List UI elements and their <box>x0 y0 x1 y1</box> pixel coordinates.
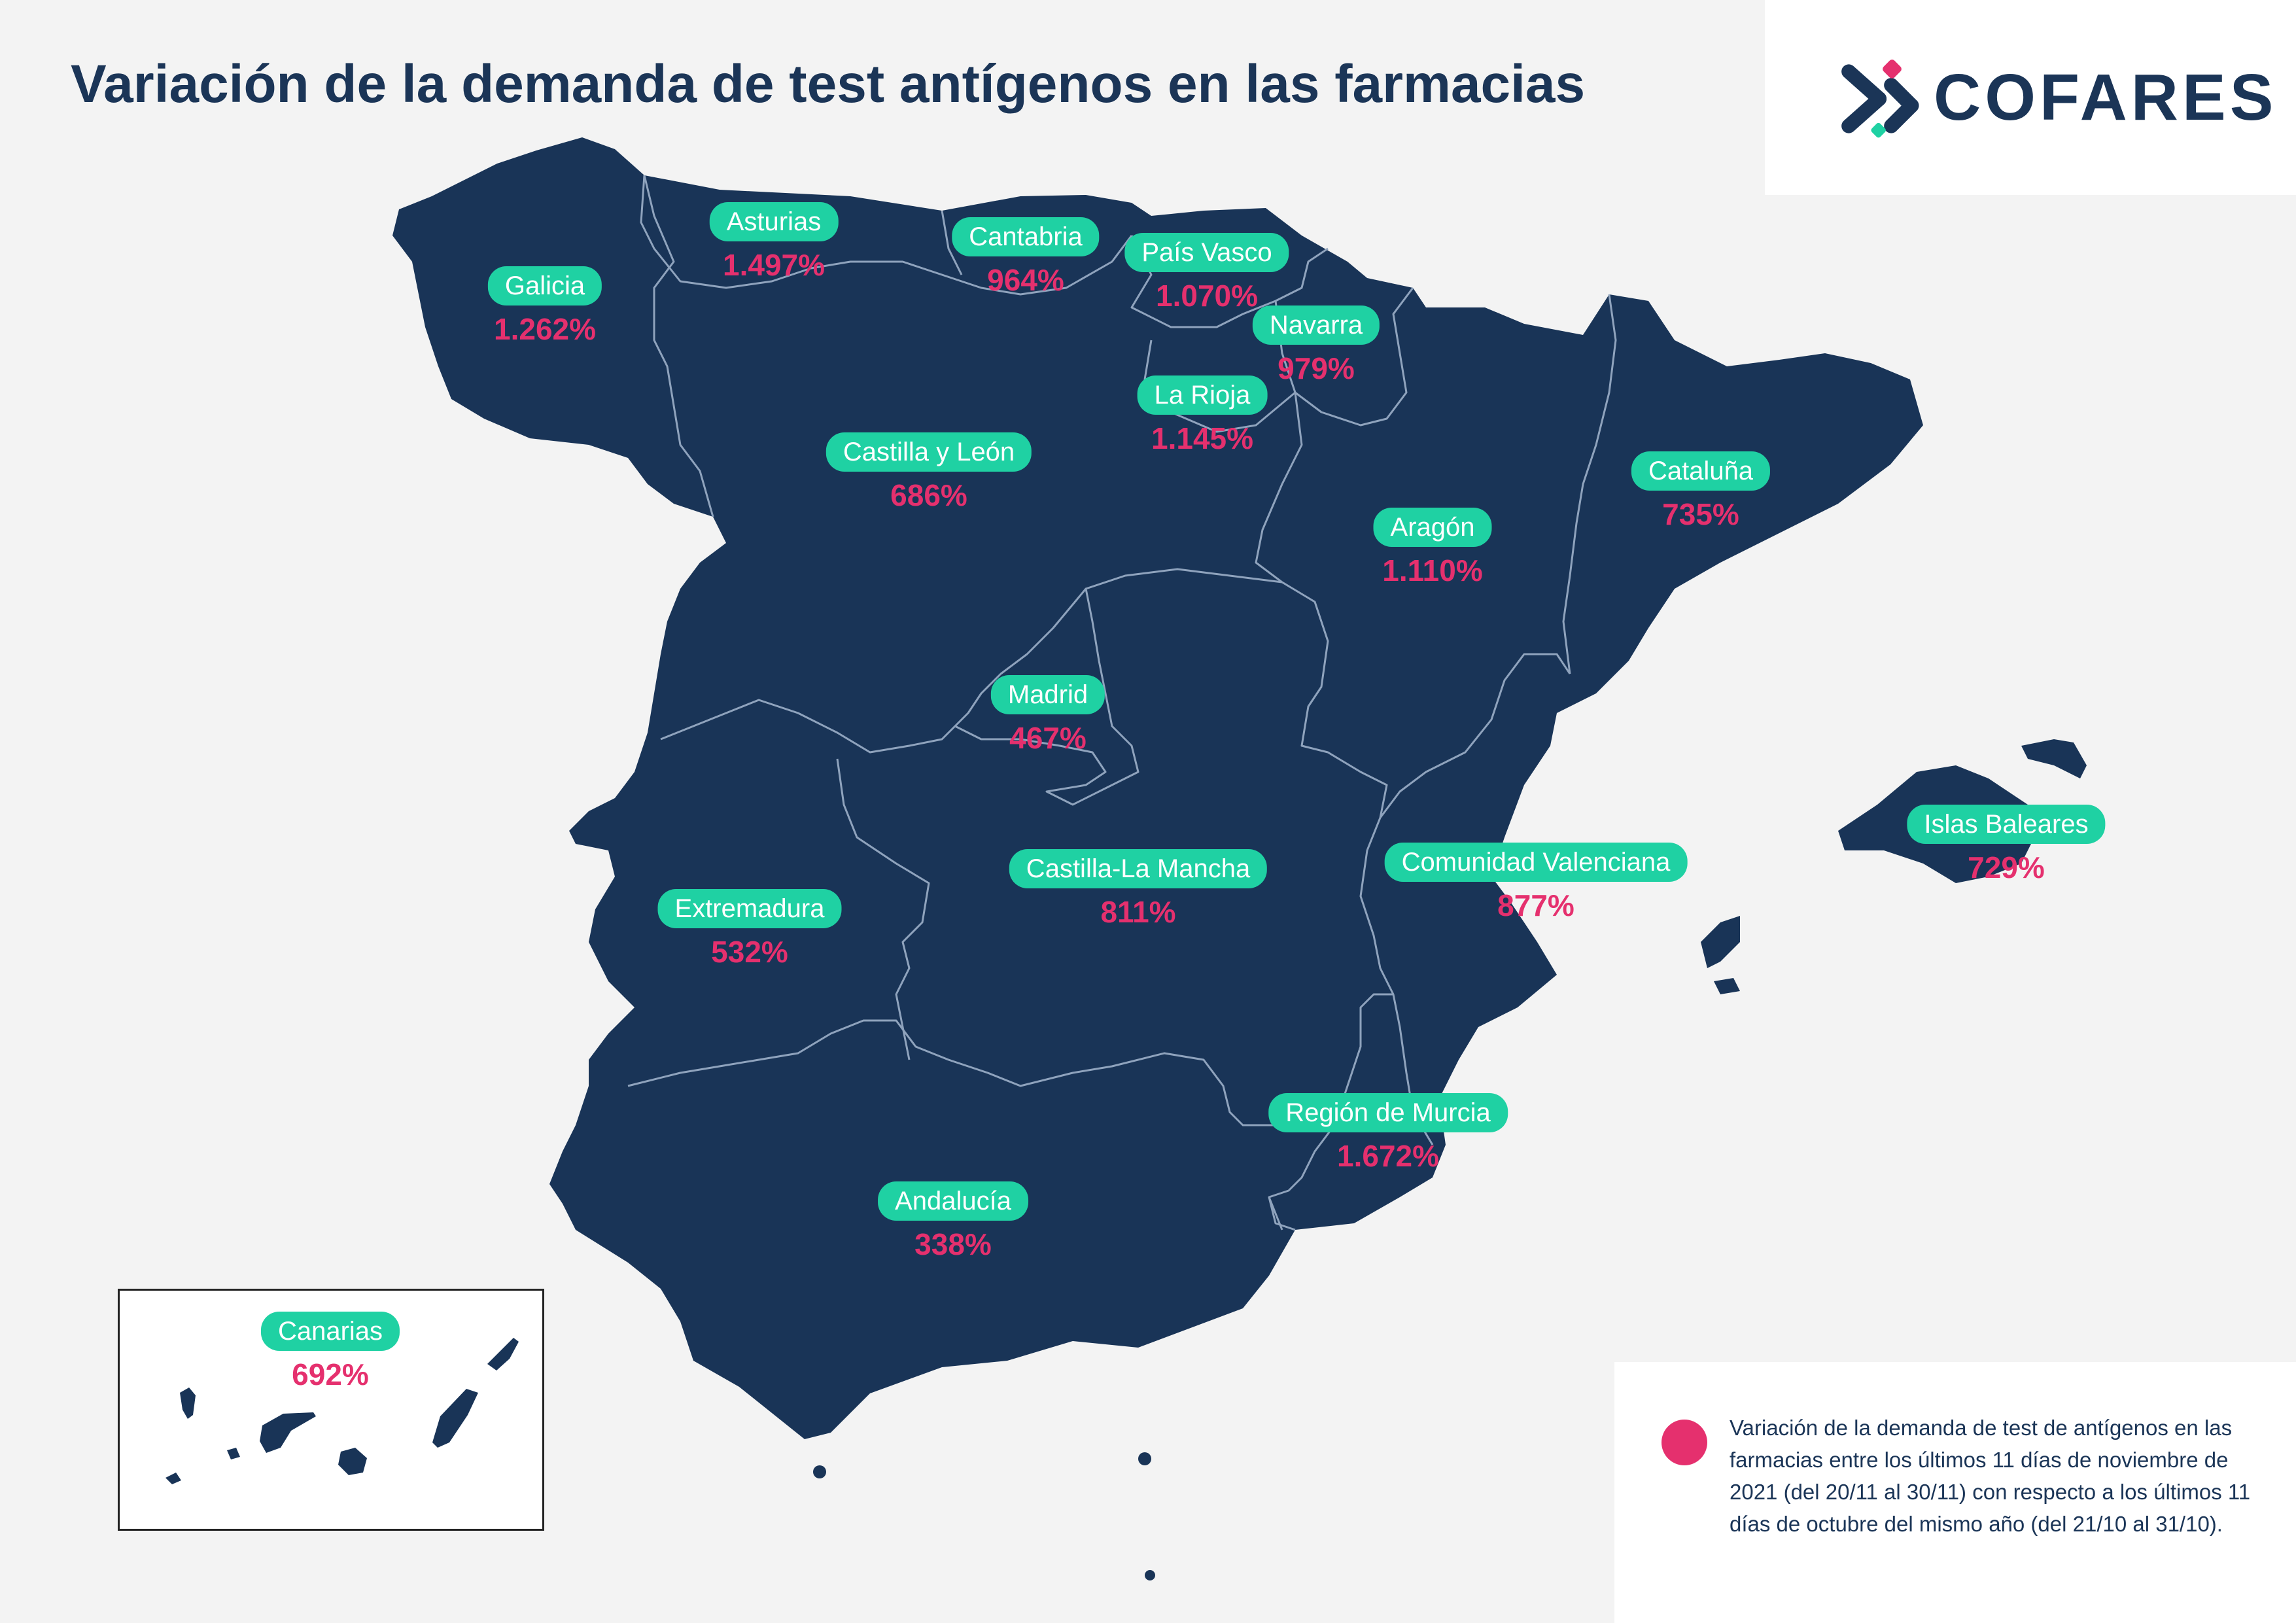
region-value: 1.110% <box>1382 553 1483 587</box>
region-borders <box>627 175 1617 1231</box>
region-value: 338% <box>914 1227 992 1261</box>
formentera-shape <box>1714 978 1740 994</box>
region-name: Galicia <box>487 266 602 305</box>
alboran-shape <box>1145 1570 1155 1580</box>
region-value: 979% <box>1278 351 1355 385</box>
peninsula-shape <box>392 137 1923 1439</box>
region-value: 1.145% <box>1151 421 1254 455</box>
region-value: 1.070% <box>1155 279 1259 313</box>
region-value: 729% <box>1968 850 2045 884</box>
region-name: Comunidad Valenciana <box>1384 843 1688 882</box>
region-name: Islas Baleares <box>1907 805 2106 844</box>
region-value: 964% <box>987 263 1064 297</box>
region-name: La Rioja <box>1137 375 1268 415</box>
region-name: Castilla-La Mancha <box>1009 849 1268 888</box>
gran-canaria-shape <box>338 1448 367 1475</box>
la-palma-shape <box>180 1387 196 1419</box>
region-name: Extremadura <box>657 889 842 928</box>
page-title: Variación de la demanda de test antígeno… <box>71 54 1586 114</box>
region-value: 811% <box>1100 895 1176 929</box>
canarias-islands <box>165 1338 519 1484</box>
region-value: 532% <box>711 935 788 969</box>
el-hierro-shape <box>165 1473 181 1484</box>
region-name: Cantabria <box>952 217 1100 256</box>
region-value: 735% <box>1662 497 1739 531</box>
cofares-x-icon <box>1841 60 1919 138</box>
la-gomera-shape <box>227 1448 240 1459</box>
region-value: 692% <box>292 1357 369 1391</box>
region-name: Castilla y León <box>826 432 1032 472</box>
region-name: Navarra <box>1252 305 1380 345</box>
legend-text: Variación de la demanda de test de antíg… <box>1730 1416 2251 1536</box>
region-name: Cataluña <box>1631 451 1771 491</box>
ibiza-shape <box>1701 916 1740 968</box>
fuerteventura-shape <box>432 1389 478 1448</box>
region-name: Canarias <box>260 1312 400 1351</box>
lanzarote-shape <box>487 1338 519 1370</box>
brand-name: COFARES <box>1934 61 2278 134</box>
melilla-shape <box>1138 1452 1151 1465</box>
legend: Variación de la demanda de test de antíg… <box>1614 1362 2296 1623</box>
region-name: Aragón <box>1373 508 1492 547</box>
region-name: Asturias <box>709 202 839 241</box>
region-value: 1.497% <box>722 248 826 282</box>
menorca-shape <box>2021 739 2087 778</box>
region-name: Andalucía <box>878 1181 1028 1221</box>
region-value: 877% <box>1497 888 1574 922</box>
region-value: 1.262% <box>493 312 597 346</box>
ceuta-shape <box>813 1465 826 1478</box>
region-value: 686% <box>890 478 967 512</box>
brand-logo: COFARES <box>1765 0 2296 195</box>
region-name: País Vasco <box>1124 233 1289 272</box>
tenerife-shape <box>260 1412 316 1453</box>
region-value: 467% <box>1009 721 1087 755</box>
region-name: Madrid <box>990 675 1105 714</box>
region-name: Región de Murcia <box>1268 1093 1508 1132</box>
region-value: 1.672% <box>1336 1139 1440 1173</box>
legend-marker-icon <box>1661 1420 1707 1465</box>
